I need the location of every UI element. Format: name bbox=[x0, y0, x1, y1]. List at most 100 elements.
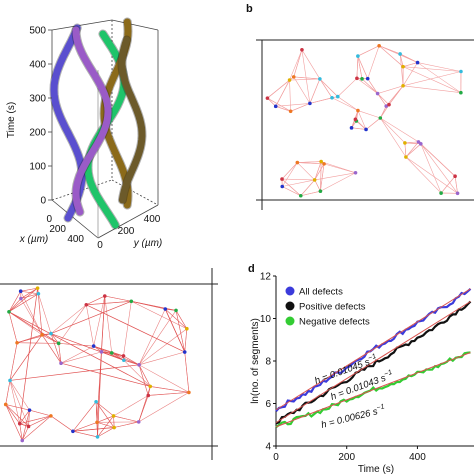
panel-c-edge bbox=[58, 343, 94, 347]
panel-b-edge bbox=[289, 80, 291, 112]
panel-b-defect-point bbox=[455, 191, 460, 196]
panel-c-edge bbox=[16, 334, 43, 344]
panel-c-edge bbox=[19, 415, 51, 424]
panel-c-edge bbox=[123, 355, 140, 366]
panel-b-defect-point bbox=[378, 116, 383, 120]
panel-c-defect-point bbox=[49, 331, 53, 336]
panel-b-defect-point bbox=[349, 126, 354, 130]
panel-b-edge bbox=[357, 110, 381, 119]
panel-c-edge bbox=[5, 404, 23, 441]
panel-b-edge bbox=[402, 62, 418, 86]
panel-a-z-tick: 400 bbox=[29, 60, 46, 71]
panel-b-defect-point bbox=[416, 140, 421, 144]
panel-c-defect-point bbox=[35, 286, 40, 290]
panel-b-edge bbox=[293, 49, 303, 78]
panel-c-defect-point bbox=[56, 341, 61, 346]
panel-b-defect-point bbox=[459, 90, 463, 95]
panel-c-edge bbox=[9, 380, 30, 411]
panel-c-defect-point bbox=[19, 296, 23, 301]
panel-b-edge bbox=[377, 93, 390, 105]
panel-c-edge bbox=[96, 422, 115, 428]
panel-c-edge bbox=[111, 352, 124, 361]
panel-b-defect-point bbox=[318, 189, 323, 194]
panel-a-x-tick: 400 bbox=[67, 234, 84, 245]
panel-c-defect-point bbox=[121, 354, 126, 358]
panel-b-edge bbox=[361, 78, 378, 94]
panel-c-edge bbox=[93, 345, 124, 361]
panel-b-edge bbox=[314, 163, 325, 181]
panel-b-edge bbox=[357, 56, 363, 79]
panel-b-defect-point bbox=[387, 102, 391, 107]
panel-b-edge bbox=[293, 76, 311, 104]
panel-a-z-tick: 0 bbox=[40, 196, 46, 207]
panel-c-edge bbox=[20, 287, 38, 299]
panel-c-edge bbox=[28, 410, 30, 427]
panel-b-edge bbox=[293, 76, 320, 80]
panel-c-edge bbox=[60, 345, 94, 364]
panel-c-edge bbox=[72, 422, 98, 432]
panel-a-x-tick: 200 bbox=[49, 224, 66, 235]
panel-b-defect-point bbox=[439, 191, 443, 195]
panel-c-defect-point bbox=[187, 390, 191, 395]
panel-b-defect-point bbox=[300, 48, 304, 52]
panel-b-edge bbox=[377, 93, 387, 107]
panel-b-defect-point bbox=[298, 193, 303, 198]
panel-c-edge bbox=[111, 352, 140, 366]
panel-b-edge bbox=[282, 178, 315, 181]
panel-b-network bbox=[256, 39, 474, 210]
panel-c-edge bbox=[50, 333, 124, 361]
panel-b-edge bbox=[379, 45, 401, 55]
panel-d-fit-line bbox=[275, 352, 471, 428]
panel-c-defect-point bbox=[163, 307, 168, 311]
panel-d-y-tick: 6 bbox=[265, 399, 271, 410]
panel-c-edge bbox=[9, 342, 18, 381]
panel-b-edge bbox=[275, 106, 291, 112]
panel-b-defect-point bbox=[312, 178, 317, 182]
panel-b-edge bbox=[319, 78, 338, 97]
panel-b-edge bbox=[378, 45, 404, 67]
panel-c-defect-point bbox=[40, 333, 44, 337]
panel-c-edge bbox=[20, 298, 43, 335]
panel-d-fits bbox=[275, 288, 471, 428]
panel-b-edge bbox=[282, 186, 301, 197]
panel-b-defect-point bbox=[375, 91, 380, 96]
panel-c-edge bbox=[86, 301, 132, 306]
panel-b-defect-point bbox=[356, 54, 360, 58]
panel-c-edge bbox=[138, 310, 177, 365]
panel-c-defect-point bbox=[36, 291, 41, 296]
panel-b-edge bbox=[405, 143, 422, 158]
panel-d-y-tick: 12 bbox=[260, 272, 272, 283]
panel-d-x-label: Time (s) bbox=[358, 464, 394, 474]
panel-b-edge bbox=[403, 66, 461, 72]
panel-b-edge bbox=[377, 85, 404, 94]
panel-b-edge bbox=[320, 163, 325, 192]
panel-a-y-tick: 0 bbox=[97, 240, 103, 251]
panel-c-edge bbox=[138, 351, 185, 366]
panel-c-defect-point bbox=[99, 350, 104, 354]
panel-c-defect-point bbox=[94, 399, 98, 404]
panel-b-defect-point bbox=[330, 95, 334, 100]
panel-c-edge bbox=[123, 359, 140, 366]
panel-c-defect-point bbox=[95, 435, 100, 439]
panel-c-defect-point bbox=[17, 421, 22, 426]
panel-c-defect-point bbox=[182, 350, 187, 354]
legend-label: Positive defects bbox=[299, 302, 366, 313]
panel-b-defect-point bbox=[287, 78, 292, 82]
panel-b-edge bbox=[405, 156, 458, 194]
panel-c-defect-point bbox=[26, 424, 31, 429]
panel-c-defect-point bbox=[15, 340, 19, 345]
panel-c-defect-point bbox=[102, 294, 107, 298]
panel-c-edge bbox=[123, 360, 151, 387]
panel-c-edge bbox=[131, 301, 187, 329]
panel-b-defect-point bbox=[415, 60, 420, 65]
panel-c-edge bbox=[20, 293, 39, 299]
panel-c-edge bbox=[95, 401, 98, 437]
panel-c-edge bbox=[9, 380, 29, 427]
panel-c-edge bbox=[104, 295, 132, 302]
panel-c-defect-point bbox=[8, 378, 12, 383]
panel-b-edge bbox=[301, 49, 321, 80]
panel-b-defect-point bbox=[280, 184, 285, 189]
panel-c-edge bbox=[175, 310, 188, 329]
panel-a-3d-plot: 0 100 200 300 400 500 Time (s) 0 200 400 x (µ… bbox=[6, 17, 162, 251]
